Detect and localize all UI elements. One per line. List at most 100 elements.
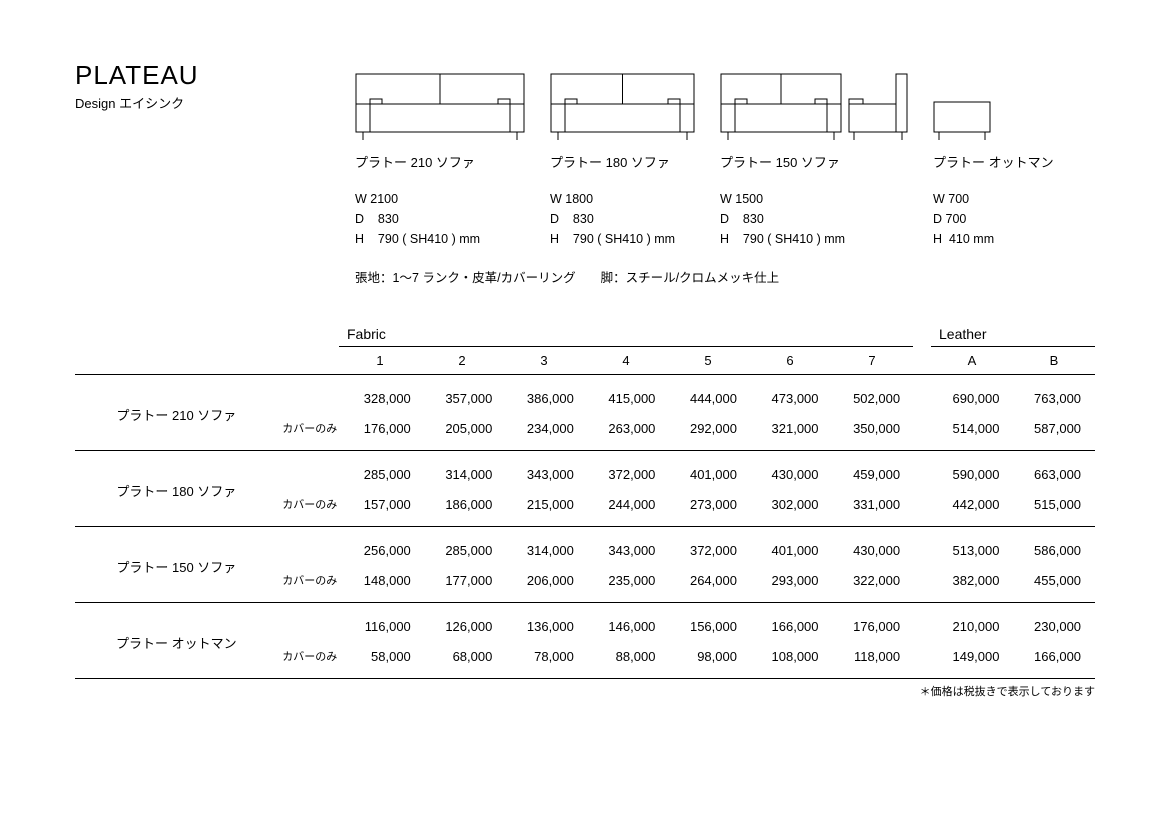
price-cell: 350,000 (833, 421, 915, 436)
price-cell: 357,000 (425, 391, 507, 406)
title-block: PLATEAU Design エイシンク (75, 60, 355, 286)
page-title: PLATEAU (75, 60, 355, 91)
price-row-group: プラトー 210 ソファ328,000357,000386,000415,000… (75, 374, 1095, 450)
price-cell: 473,000 (751, 391, 833, 406)
price-section: Fabric 1234567 Leather AB プラトー 210 ソファ32… (75, 326, 1095, 699)
fabric-column-headers: 1234567 (339, 346, 913, 374)
price-row-group: プラトー 180 ソファ285,000314,000343,000372,000… (75, 450, 1095, 526)
price-cell: 314,000 (506, 543, 588, 558)
row-name: プラトー オットマン (75, 633, 274, 652)
price-cell: 98,000 (669, 649, 751, 664)
price-cell: 88,000 (588, 649, 670, 664)
price-row: プラトー オットマン116,000126,000136,000146,00015… (75, 617, 1095, 636)
row-name: プラトー 180 ソファ (75, 481, 274, 500)
price-cell: 78,000 (506, 649, 588, 664)
price-cell: 444,000 (669, 391, 751, 406)
fabric-col-head: 6 (749, 347, 831, 374)
price-cell: 415,000 (588, 391, 670, 406)
price-cell: 401,000 (751, 543, 833, 558)
row-sublabel: カバーのみ (274, 420, 344, 436)
price-row-group: プラトー 150 ソファ256,000285,000314,000343,000… (75, 526, 1095, 602)
header-row: PLATEAU Design エイシンク プラトー 210 ソファ W 2100… (75, 60, 1095, 286)
products-outer: プラトー 210 ソファ W 2100 D 830 H 790 ( SH410 … (355, 60, 1095, 286)
product-dim-d: D 830 (550, 209, 695, 229)
grid-header: Fabric 1234567 Leather AB (75, 326, 1095, 374)
fabric-col-head: 1 (339, 347, 421, 374)
price-cell: 322,000 (833, 573, 915, 588)
data-rows: プラトー 210 ソファ328,000357,000386,000415,000… (75, 374, 1095, 679)
price-cell: 264,000 (669, 573, 751, 588)
fabric-col-head: 2 (421, 347, 503, 374)
price-cell: 273,000 (669, 497, 751, 512)
price-cell: 586,000 (1013, 543, 1095, 558)
fabric-col-head: 3 (503, 347, 585, 374)
price-cell: 292,000 (669, 421, 751, 436)
price-cell: 256,000 (343, 543, 425, 558)
product-name: プラトー オットマン (933, 152, 1054, 171)
product-column: プラトー オットマン W 700 D 700 H 410 mm (933, 60, 1054, 249)
price-cell: 285,000 (425, 543, 507, 558)
leather-col-head: A (931, 347, 1013, 374)
fabric-col-head: 7 (831, 347, 913, 374)
page-subtitle: Design エイシンク (75, 93, 355, 112)
product-dim-h: H 790 ( SH410 ) mm (550, 229, 695, 249)
leather-block: Leather AB (931, 326, 1095, 374)
price-cell: 321,000 (751, 421, 833, 436)
price-cell: 515,000 (1013, 497, 1095, 512)
price-cell: 118,000 (833, 649, 915, 664)
price-cell: 587,000 (1013, 421, 1095, 436)
fabric-col-head: 4 (585, 347, 667, 374)
product-column: プラトー 210 ソファ W 2100 D 830 H 790 ( SH410 … (355, 60, 525, 249)
row-sublabel: カバーのみ (274, 496, 344, 512)
price-cell: 343,000 (588, 543, 670, 558)
price-cell: 166,000 (1013, 649, 1095, 664)
price-cell: 382,000 (932, 573, 1014, 588)
price-cell: 372,000 (669, 543, 751, 558)
price-cell: 372,000 (588, 467, 670, 482)
price-cell: 58,000 (343, 649, 425, 664)
product-dim-d: D 830 (355, 209, 525, 229)
price-cell: 590,000 (932, 467, 1014, 482)
product-dim-d: D 700 (933, 209, 1054, 229)
price-cell: 177,000 (425, 573, 507, 588)
product-diagram (550, 60, 695, 140)
product-dim-h: H 790 ( SH410 ) mm (355, 229, 525, 249)
price-cell: 215,000 (506, 497, 588, 512)
product-column: プラトー 150 ソファ W 1500 D 830 H 790 ( SH410 … (720, 60, 908, 249)
product-dim-w: W 1500 (720, 189, 908, 209)
price-cell: 235,000 (588, 573, 670, 588)
price-cell: 166,000 (751, 619, 833, 634)
price-cell: 386,000 (506, 391, 588, 406)
product-dim-h: H 790 ( SH410 ) mm (720, 229, 908, 249)
product-diagram (933, 60, 1054, 140)
price-row: プラトー 150 ソファ256,000285,000314,000343,000… (75, 541, 1095, 560)
price-cell: 293,000 (751, 573, 833, 588)
product-name: プラトー 180 ソファ (550, 152, 695, 171)
price-cell: 763,000 (1013, 391, 1095, 406)
price-cell: 314,000 (425, 467, 507, 482)
price-cell: 126,000 (425, 619, 507, 634)
price-cell: 210,000 (932, 619, 1014, 634)
price-cell: 234,000 (506, 421, 588, 436)
price-cell: 146,000 (588, 619, 670, 634)
price-cell: 176,000 (343, 421, 425, 436)
product-dim-d: D 830 (720, 209, 908, 229)
price-cell: 663,000 (1013, 467, 1095, 482)
price-cell: 148,000 (343, 573, 425, 588)
product-dim-w: W 1800 (550, 189, 695, 209)
price-cell: 156,000 (669, 619, 751, 634)
product-column: プラトー 180 ソファ W 1800 D 830 H 790 ( SH410 … (550, 60, 695, 249)
leather-column-headers: AB (931, 346, 1095, 374)
price-cell: 263,000 (588, 421, 670, 436)
price-cell: 68,000 (425, 649, 507, 664)
price-cell: 108,000 (751, 649, 833, 664)
price-cell: 136,000 (506, 619, 588, 634)
price-cell: 343,000 (506, 467, 588, 482)
price-cell: 442,000 (932, 497, 1014, 512)
price-grid: Fabric 1234567 Leather AB プラトー 210 ソファ32… (75, 326, 1095, 679)
price-row: プラトー 210 ソファ328,000357,000386,000415,000… (75, 389, 1095, 408)
price-cell: 244,000 (588, 497, 670, 512)
fabric-col-head: 5 (667, 347, 749, 374)
product-dim-w: W 2100 (355, 189, 525, 209)
product-diagram (355, 60, 525, 140)
